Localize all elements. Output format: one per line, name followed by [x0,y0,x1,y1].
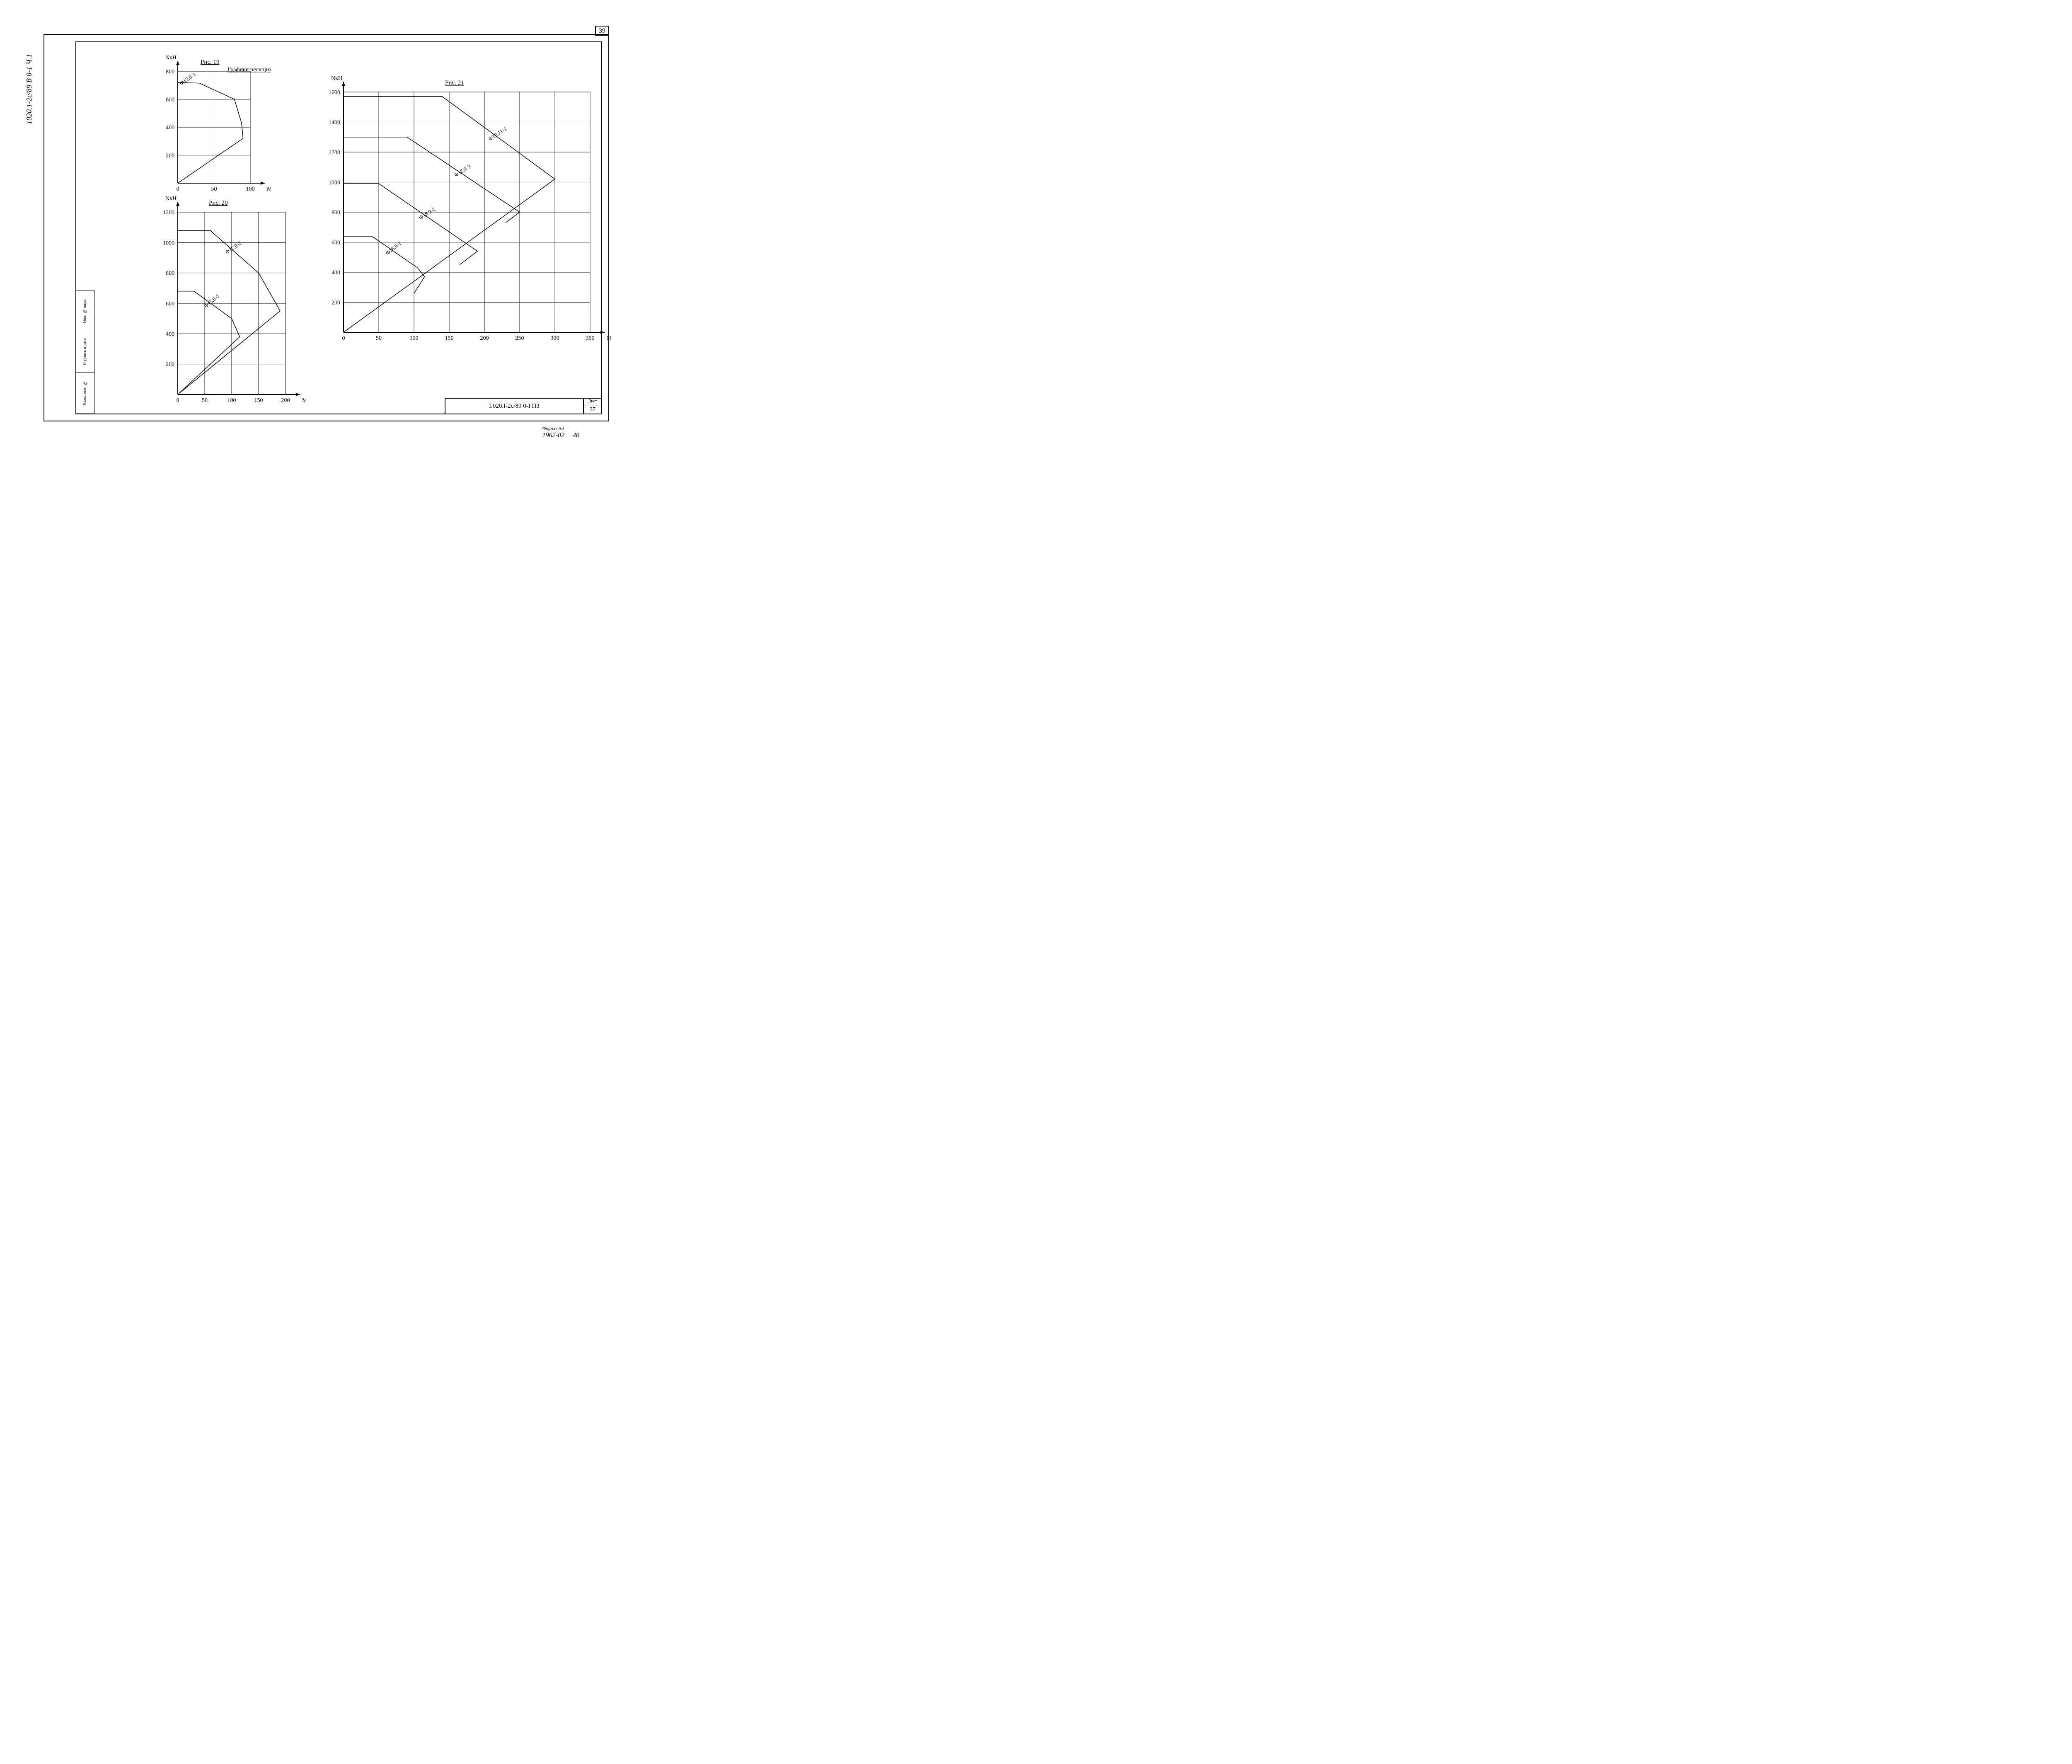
svg-text:1200: 1200 [329,150,340,156]
svg-text:100: 100 [228,397,236,404]
svg-text:600: 600 [166,97,174,103]
svg-text:0: 0 [342,335,345,341]
svg-text:50: 50 [202,397,208,404]
svg-text:1600: 1600 [329,90,340,96]
side-stamp: Инв. № подл. Подпись и дата Взам. инв. № [75,290,94,414]
side-stamp-cell: Подпись и дата [76,332,94,373]
chart-fig21: 0 50 100 150 200 250 300 350 200 400 600 800 1000 120… [321,75,611,349]
svg-text:150: 150 [445,335,454,341]
svg-text:800: 800 [166,69,174,75]
svg-text:1000: 1000 [163,240,174,246]
svg-text:100: 100 [410,335,419,341]
svg-text:МкН.м: МкН.м [607,335,611,341]
svg-text:600: 600 [332,240,340,246]
svg-text:800: 800 [166,271,174,277]
title-sheet-label: Лист [584,399,601,406]
svg-text:1200: 1200 [163,210,174,216]
svg-text:200: 200 [166,362,174,368]
svg-text:250: 250 [516,335,524,341]
svg-text:Ф15.9-1: Ф15.9-1 [203,293,220,309]
footer-notes: Формат А3 1962-02 40 [542,424,579,439]
svg-text:Графики несущих способностей ф: Графики несущих способностей фундаментов [228,67,271,73]
svg-text:Ф15.9-2: Ф15.9-2 [224,240,243,255]
svg-text:200: 200 [480,335,489,341]
footer-code: 1962-02 [542,432,564,439]
svg-text:МкН.м: МкН.м [267,186,271,192]
svg-text:Ф18.11-1: Ф18.11-1 [487,126,508,142]
svg-text:0: 0 [177,397,179,404]
svg-text:Рис. 21: Рис. 21 [445,80,464,86]
svg-text:800: 800 [332,210,340,216]
inner-frame: Инв. № подл. Подпись и дата Взам. инв. №… [75,41,602,414]
svg-text:1400: 1400 [329,120,340,126]
svg-text:1000: 1000 [329,180,340,186]
svg-text:Ф18.9-2: Ф18.9-2 [418,206,436,221]
svg-text:100: 100 [246,186,255,192]
svg-text:200: 200 [166,153,174,159]
svg-text:400: 400 [166,125,174,131]
side-stamp-cell: Инв. № подл. [76,290,94,332]
svg-text:350: 350 [586,335,595,341]
title-sheet-number: 37 [584,406,601,414]
svg-text:400: 400 [332,270,340,276]
chart-fig19: 0 50 100 200 400 600 800 МкН.м NкН Ф12.9-1 Рис. 19… [155,55,271,200]
svg-text:NкН: NкН [165,196,177,202]
svg-text:150: 150 [254,397,263,404]
footer-format: Формат А3 [542,426,564,431]
side-stamp-cell: Взам. инв. № [76,373,94,414]
chart-fig20: 0 50 100 150 200 200 400 600 800 1000 1200 МкН.м NкН… [155,196,306,411]
svg-text:0: 0 [177,186,179,192]
svg-text:300: 300 [551,335,559,341]
svg-text:50: 50 [376,335,382,341]
svg-text:600: 600 [166,301,174,307]
svg-text:МкН.м: МкН.м [302,397,306,404]
svg-text:NкН: NкН [165,55,177,61]
title-doc-code: I.020.I-2с/89 0-I ПЗ [445,399,584,414]
svg-text:Рис. 20: Рис. 20 [209,200,228,206]
svg-text:200: 200 [281,397,290,404]
svg-text:Ф12.9-1: Ф12.9-1 [178,71,197,86]
svg-text:200: 200 [332,300,340,306]
title-block: I.020.I-2с/89 0-I ПЗ Лист 37 [445,398,602,414]
page-number-top: 39 [595,26,609,36]
outer-frame: 39 Инв. № подл. Подпись и дата Взам. инв… [44,34,609,421]
svg-text:400: 400 [166,331,174,337]
vertical-side-label: 1020.1-2с/89 В 0-1 Ч.1 [25,54,34,124]
footer-page: 40 [573,432,579,439]
svg-text:50: 50 [211,186,217,192]
svg-text:NкН: NкН [331,75,342,82]
svg-text:Рис. 19: Рис. 19 [201,59,220,65]
svg-text:Ф18.9-3: Ф18.9-3 [453,163,472,178]
